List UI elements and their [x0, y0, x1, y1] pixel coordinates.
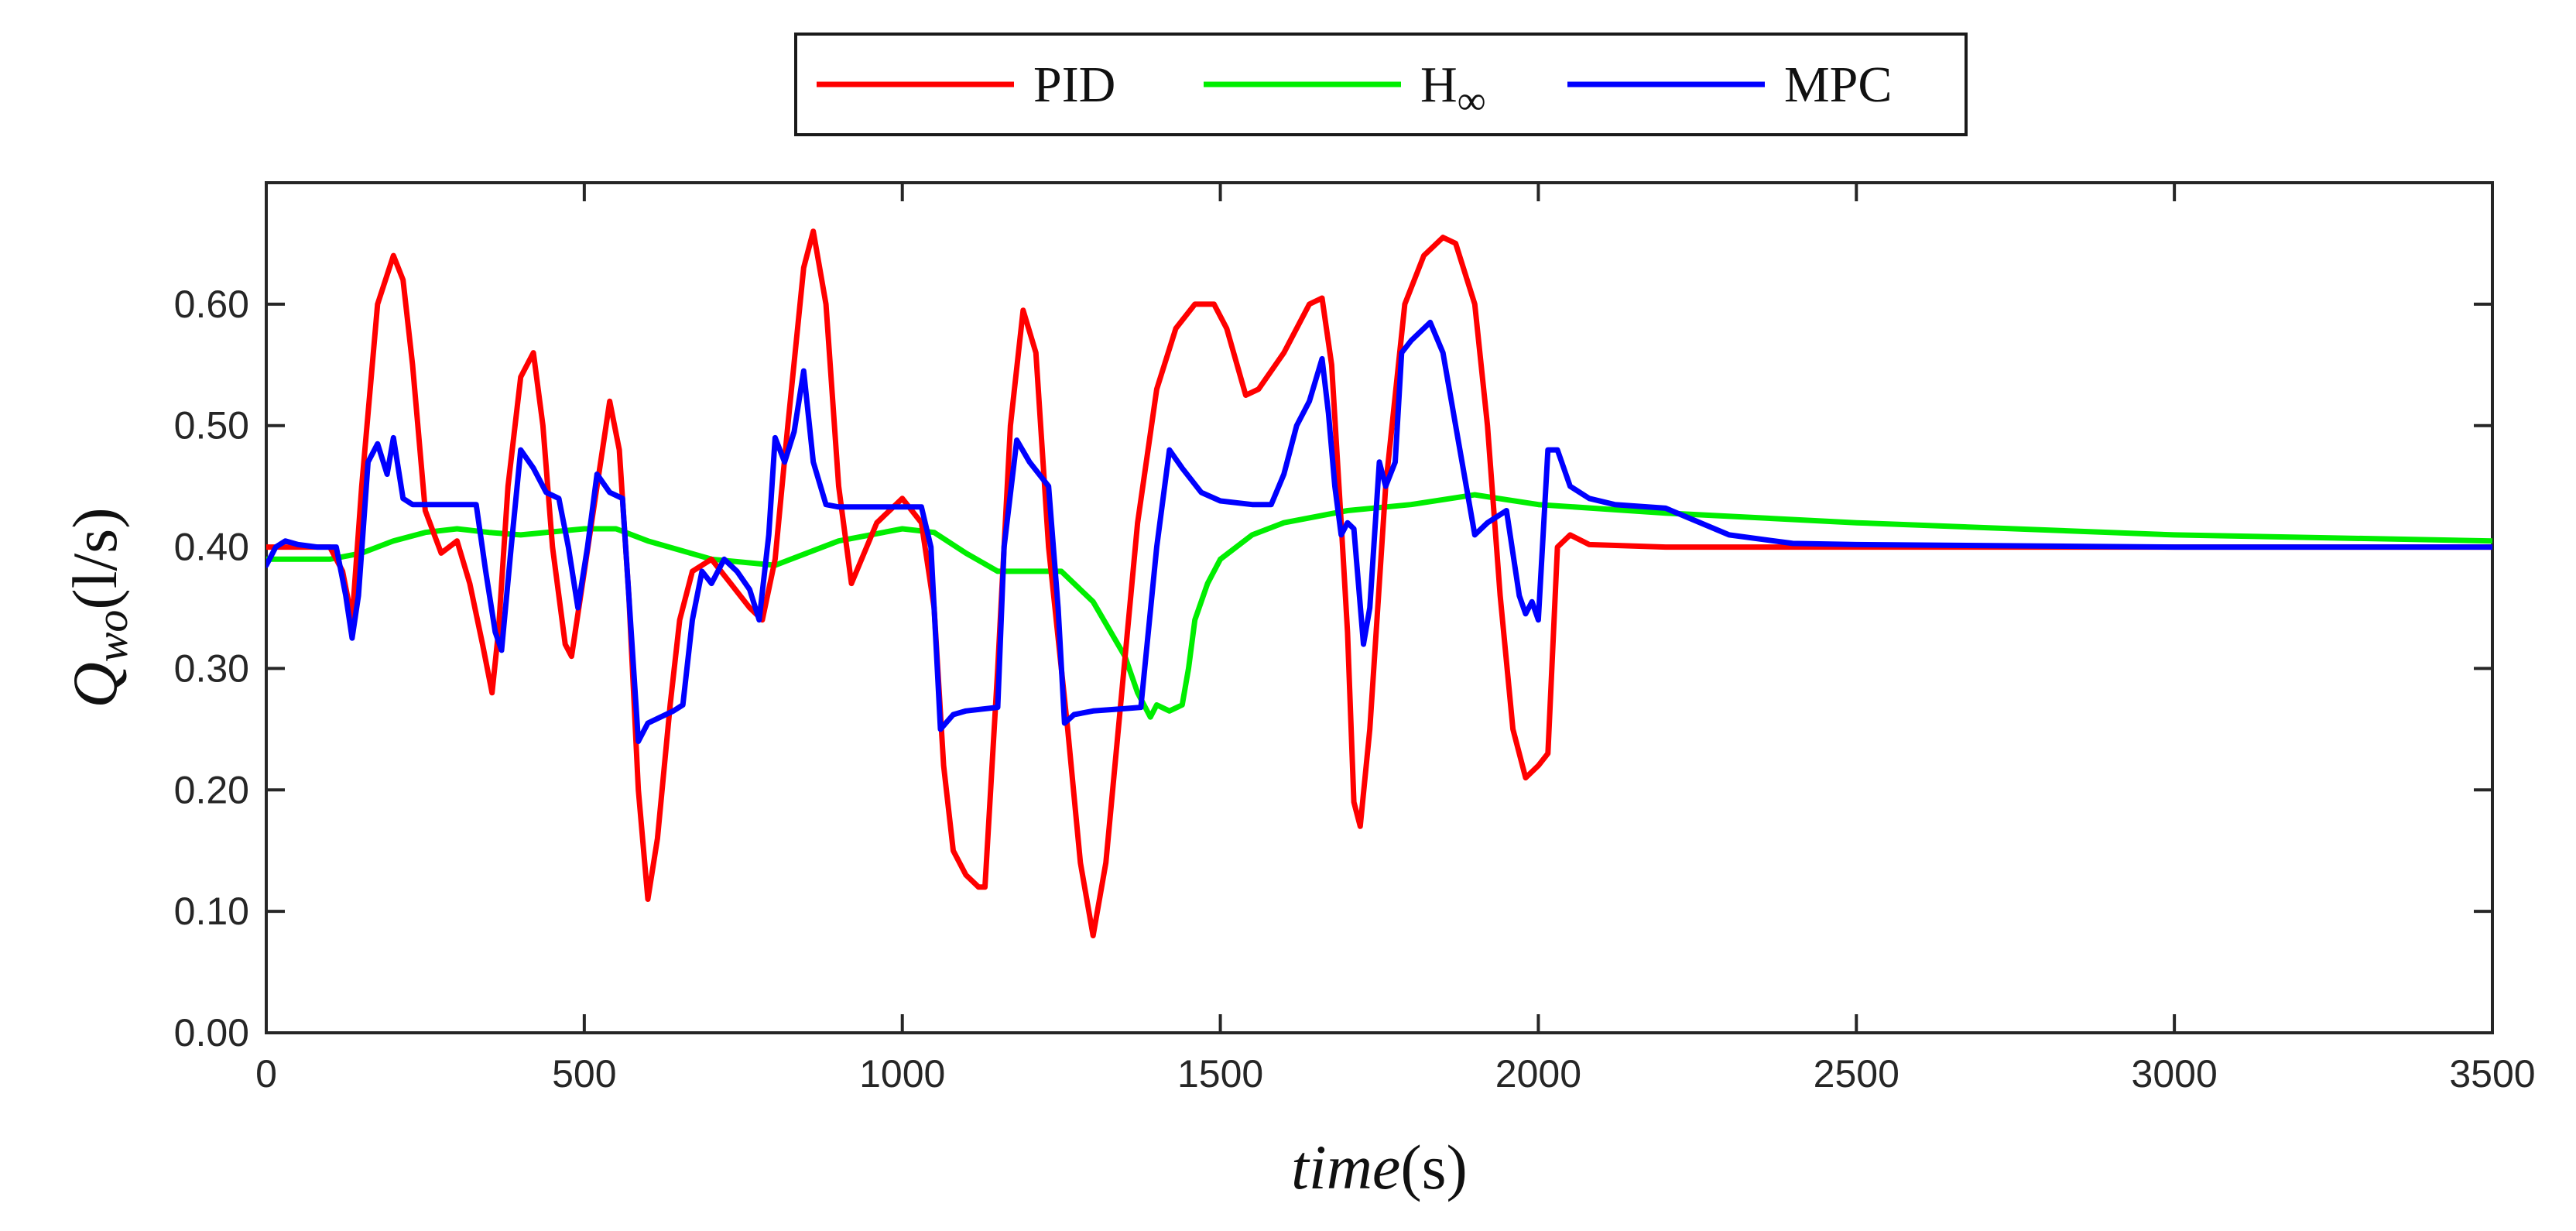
x-tick-label: 2000 [1495, 1052, 1581, 1096]
y-tick-label: 0.30 [174, 646, 249, 690]
legend: PID H∞ MPC [794, 33, 1968, 136]
y-tick-label: 0.60 [174, 283, 249, 326]
x-axis-label: time(s) [1291, 1132, 1468, 1202]
y-tick-label: 0.40 [174, 526, 249, 569]
y-tick-label: 0.20 [174, 768, 249, 811]
x-tick-label: 3500 [2449, 1052, 2535, 1096]
x-tick-label: 500 [552, 1052, 616, 1096]
y-axis: 0.00 0.10 0.20 0.30 0.40 0.50 0.60 [174, 283, 2492, 1054]
y-tick-label: 0.10 [174, 890, 249, 933]
y-axis-label: Qwo(l/s) [60, 508, 137, 708]
legend-label-pid: PID [1033, 57, 1115, 113]
series-line-mpc [266, 319, 2492, 744]
x-axis: 0 500 1000 1500 2000 2500 3000 3500 [255, 183, 2536, 1096]
x-tick-label: 0 [255, 1052, 277, 1096]
x-tick-label: 3000 [2132, 1052, 2218, 1096]
legend-label-hinf: H∞ [1420, 57, 1486, 123]
series-line-hinf [266, 492, 2492, 720]
series-layer [266, 228, 2492, 938]
x-tick-label: 1500 [1177, 1052, 1263, 1096]
legend-label-mpc: MPC [1784, 57, 1892, 113]
y-tick-label: 0.50 [174, 404, 249, 447]
x-tick-label: 1000 [859, 1052, 945, 1096]
x-tick-label: 2500 [1814, 1052, 1899, 1096]
y-tick-label: 0.00 [174, 1011, 249, 1054]
